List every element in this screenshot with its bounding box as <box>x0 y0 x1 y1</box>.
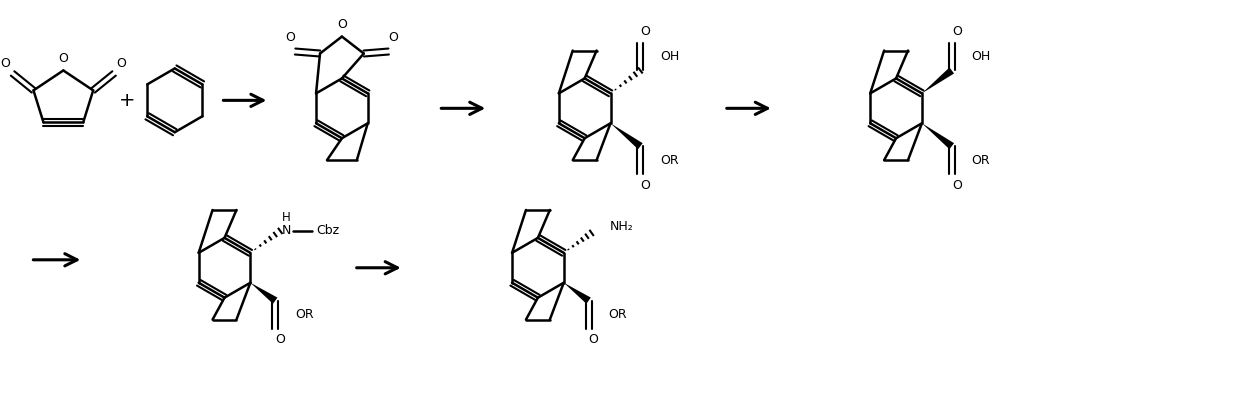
Polygon shape <box>922 68 954 94</box>
Text: OR: OR <box>660 153 679 166</box>
Text: NH₂: NH₂ <box>610 220 633 233</box>
Text: O: O <box>952 179 961 192</box>
Text: O: O <box>337 18 347 31</box>
Text: OR: OR <box>608 308 627 321</box>
Polygon shape <box>611 123 643 149</box>
Text: +: + <box>119 91 135 110</box>
Text: O: O <box>116 57 126 70</box>
Text: OH: OH <box>971 50 991 63</box>
Polygon shape <box>564 283 591 304</box>
Text: H: H <box>281 211 291 224</box>
Text: O: O <box>952 25 961 38</box>
Text: OH: OH <box>660 50 679 63</box>
Text: O: O <box>641 179 650 192</box>
Text: O: O <box>58 52 68 65</box>
Text: OR: OR <box>971 153 990 166</box>
Text: O: O <box>285 31 295 44</box>
Text: O: O <box>589 333 598 346</box>
Polygon shape <box>922 123 954 149</box>
Text: OR: OR <box>295 308 313 321</box>
Text: O: O <box>389 31 399 44</box>
Polygon shape <box>250 283 278 304</box>
Text: O: O <box>641 25 650 38</box>
Text: O: O <box>1 57 11 70</box>
Text: N: N <box>281 224 291 237</box>
Text: O: O <box>275 333 285 346</box>
Text: Cbz: Cbz <box>316 224 339 237</box>
